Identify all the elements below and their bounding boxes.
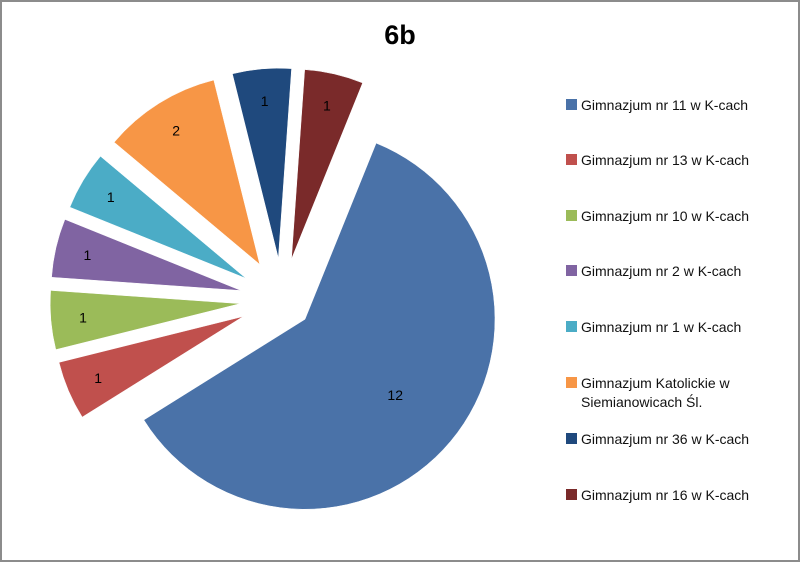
legend-item-3: Gimnazjum nr 10 w K-cach	[566, 207, 796, 226]
legend-label: Gimnazjum Katolickie w Siemianowicach Śl…	[581, 375, 730, 410]
legend-swatch	[566, 210, 577, 221]
legend-item-5: Gimnazjum nr 1 w K-cach	[566, 318, 796, 337]
legend-label: Gimnazjum nr 16 w K-cach	[581, 487, 750, 503]
data-label-7: 1	[261, 93, 269, 109]
legend-swatch	[566, 265, 577, 276]
data-label-3: 1	[79, 309, 87, 325]
legend-swatch	[566, 377, 577, 388]
legend-label: Gimnazjum nr 1 w K-cach	[581, 319, 742, 335]
legend-label: Gimnazjum nr 2 w K-cach	[581, 263, 742, 279]
legend-label: Gimnazjum nr 11 w K-cach	[581, 97, 749, 113]
legend-item-7: Gimnazjum nr 36 w K-cach	[566, 430, 796, 449]
legend-swatch	[566, 433, 577, 444]
data-label-1: 12	[387, 387, 403, 403]
legend-item-8: Gimnazjum nr 16 w K-cach	[566, 486, 796, 505]
legend-swatch	[566, 99, 577, 110]
pie-slice-3	[49, 290, 241, 350]
legend-label: Gimnazjum nr 10 w K-cach	[581, 208, 750, 224]
legend-item-2: Gimnazjum nr 13 w K-cach	[566, 151, 796, 170]
legend-item-1: Gimnazjum nr 11 w K-cach	[566, 96, 796, 115]
legend-swatch	[566, 321, 577, 332]
legend-label: Gimnazjum nr 13 w K-cach	[581, 152, 750, 168]
pie-slice-4	[51, 219, 242, 291]
pie-slice-2	[58, 316, 244, 418]
data-label-2: 1	[94, 370, 102, 386]
legend-swatch	[566, 154, 577, 165]
pie-slice-8	[291, 69, 363, 260]
chart-title: 6b	[384, 20, 416, 50]
pie-slice-5	[69, 155, 247, 279]
legend-swatch	[566, 489, 577, 500]
legend-item-4: Gimnazjum nr 2 w K-cach	[566, 262, 796, 281]
legend-label: Gimnazjum nr 36 w K-cach	[581, 431, 750, 447]
data-label-5: 1	[107, 189, 115, 205]
data-label-4: 1	[84, 247, 92, 263]
data-label-6: 2	[172, 123, 180, 139]
pie-slice-1	[143, 142, 496, 510]
pie-slice-6	[113, 79, 261, 266]
data-label-8: 1	[323, 97, 331, 113]
pie-slice-7	[232, 67, 292, 259]
legend-item-6: Gimnazjum Katolickie w Siemianowicach Śl…	[566, 374, 796, 412]
